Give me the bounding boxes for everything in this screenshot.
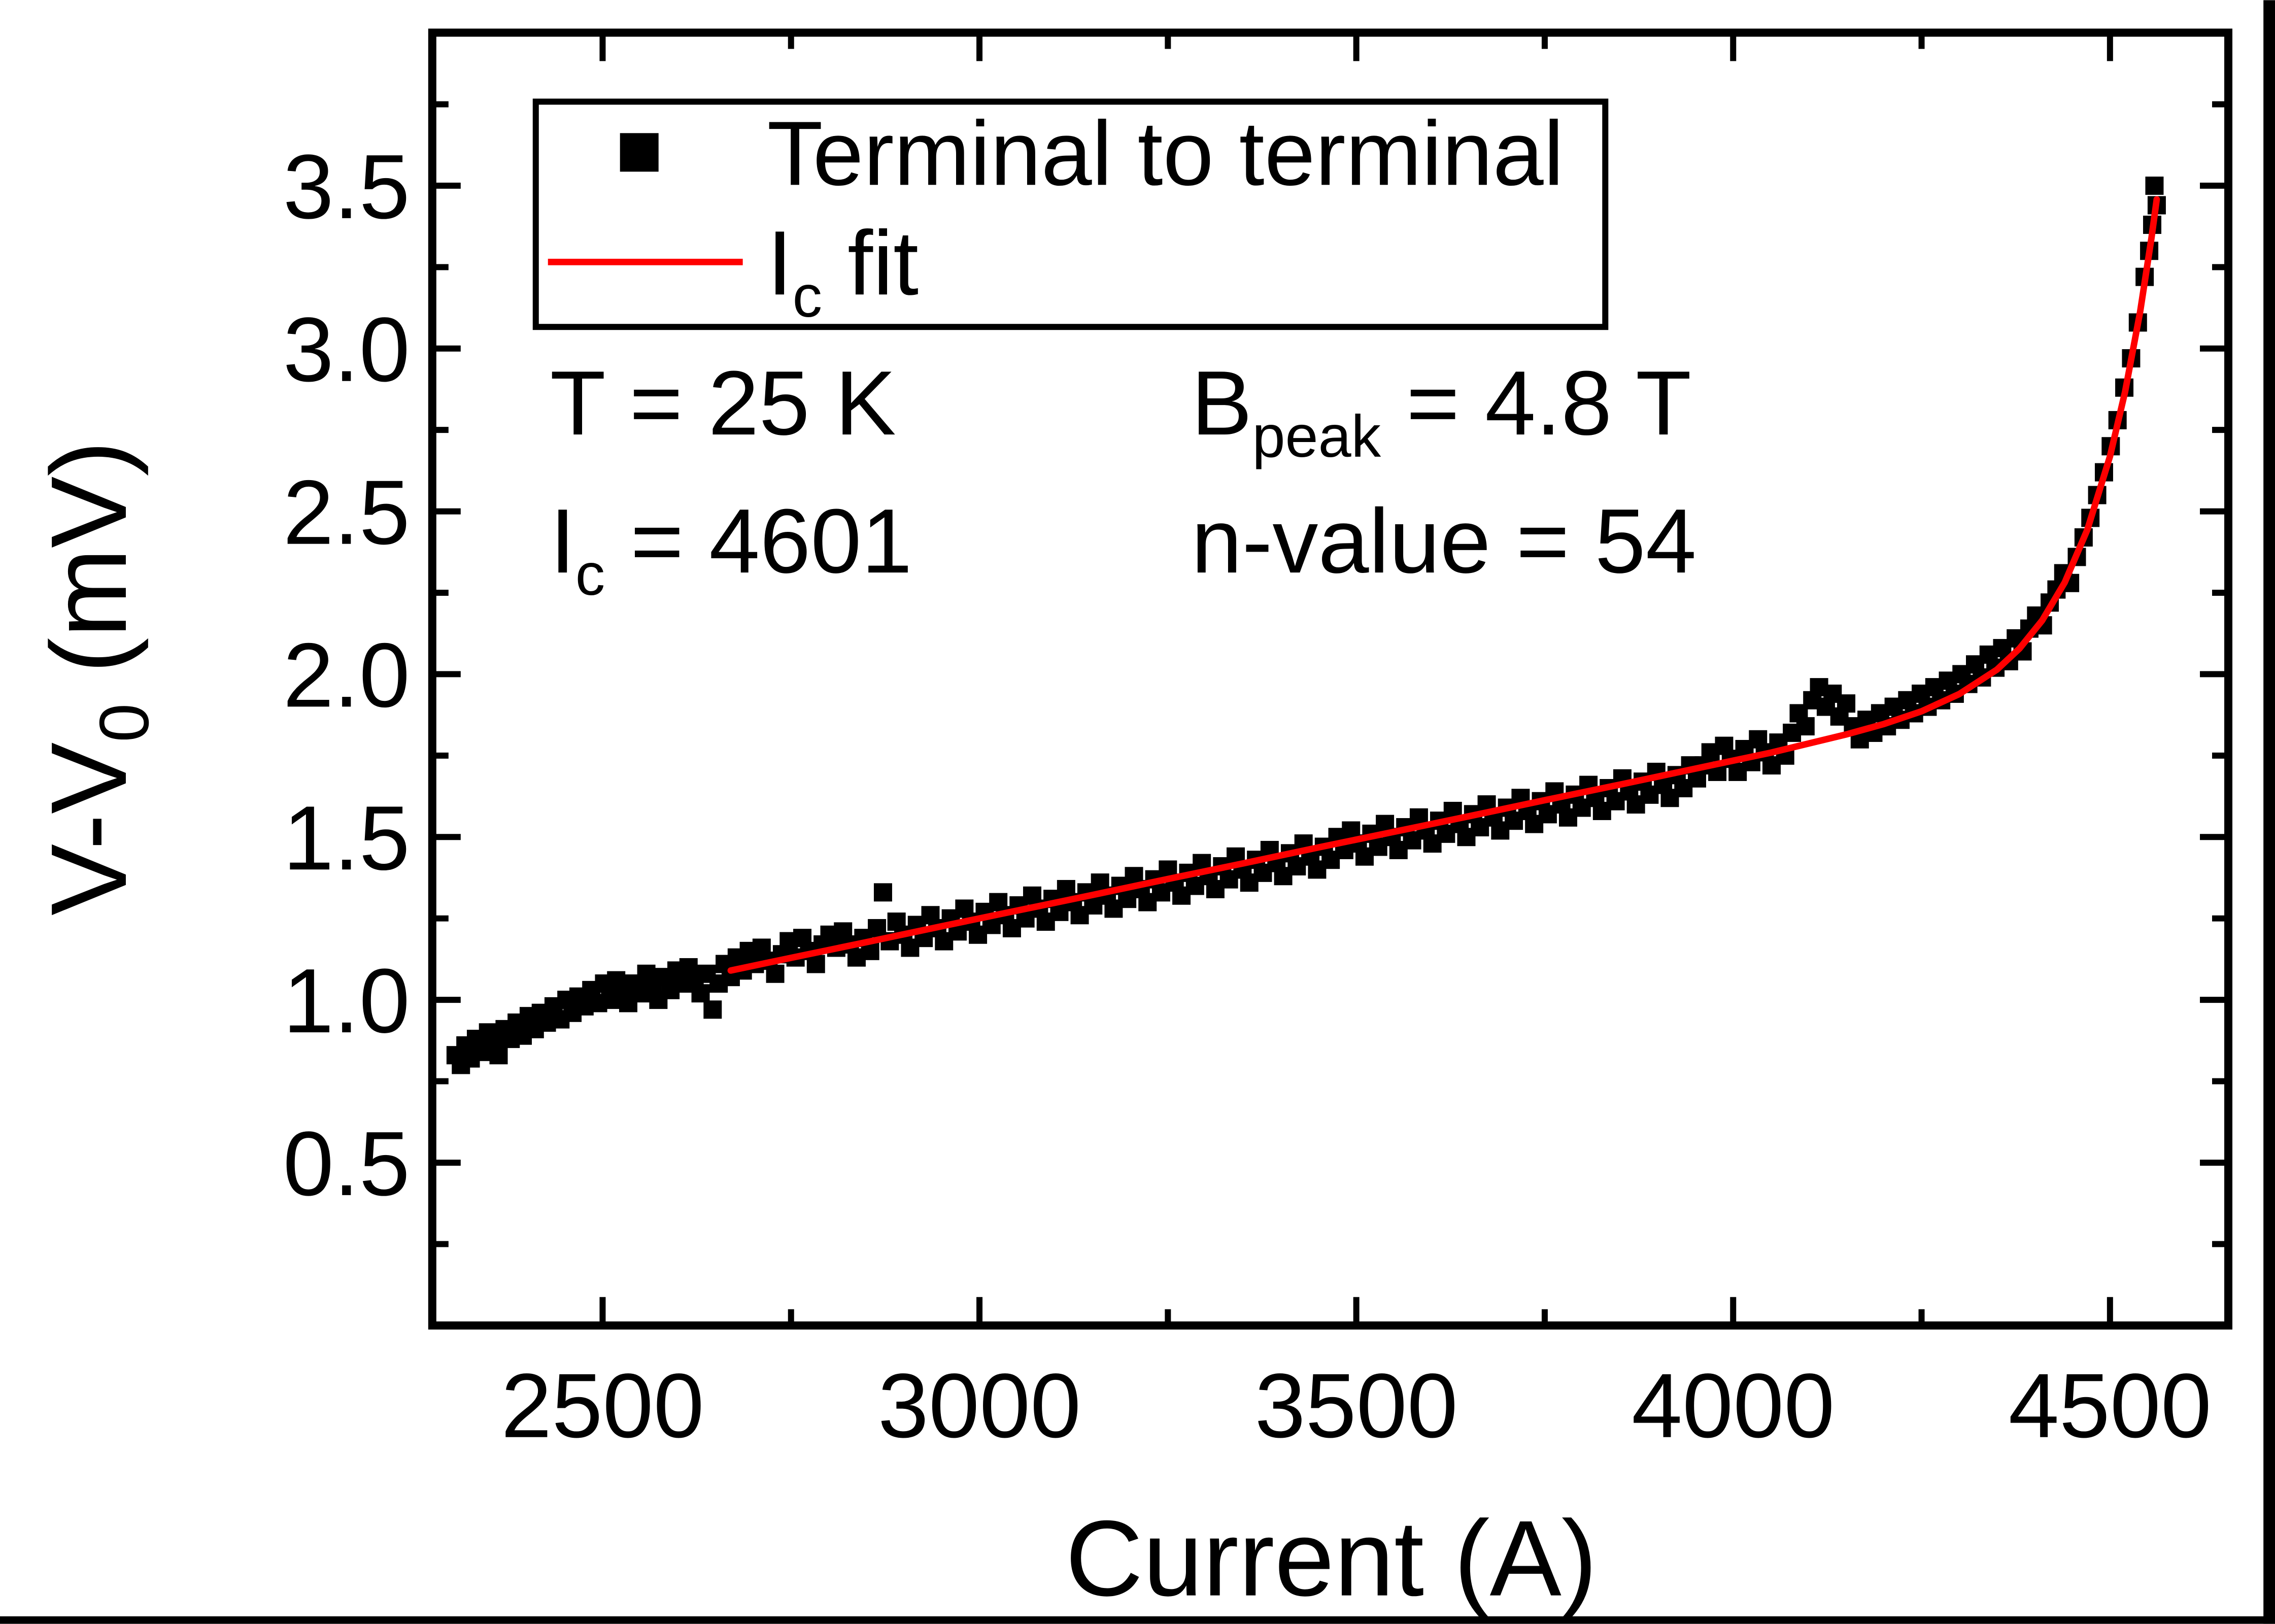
scatter-series [446,176,2166,1074]
data-point [2145,176,2164,195]
data-point [806,955,825,973]
y-tick-label: 2.5 [283,462,410,564]
y-tick-label: 0.5 [283,1113,410,1215]
x-tick-label: 4500 [2009,1355,2212,1457]
fit-line-series [727,196,2160,974]
y-tick-label: 3.5 [283,136,410,238]
data-point [1837,694,1856,713]
legend-marker-square [620,133,659,172]
legend-box [532,98,1609,330]
x-axis-label: Current (A) [1065,1498,1597,1618]
x-tick-label: 3000 [878,1355,1081,1457]
page-edge-bar-right [2263,0,2275,1624]
annotation-temperature: T = 25 K [550,352,896,454]
x-tick-label: 3500 [1255,1355,1458,1457]
x-tick-label: 4000 [1632,1355,1835,1457]
annotation-critical-current: Ic = 4601 [550,490,912,607]
data-point [691,984,710,1003]
legend-label-terminal: Terminal to terminal [767,103,1564,205]
legend-label-ic-fit: Ic fit [767,212,919,329]
page-edge-bar-bottom [0,1616,2275,1624]
annotation-peak-field: Bpeak = 4.8 T [1191,352,1691,469]
data-point [703,1000,722,1019]
fit-line [727,196,2160,974]
annotation-n-value: n-value = 54 [1191,490,1696,592]
x-tick-label: 2500 [501,1355,704,1457]
data-point [873,883,892,902]
y-tick-label: 3.0 [283,299,410,401]
y-tick-labels: 0.5 1.0 1.5 2.0 2.5 3.0 3.5 [283,136,410,1215]
data-point [489,1046,508,1065]
x-tick-labels: 2500 3000 3500 4000 4500 [501,1355,2212,1457]
legend: Terminal to terminal Ic fit [532,98,1609,330]
data-point [766,964,785,983]
plot-frame [428,28,2233,1330]
data-point [1796,717,1815,736]
y-axis-label: V-V0 (mV) [28,441,163,916]
y-tick-label: 1.0 [283,950,410,1052]
annotations: T = 25 K Bpeak = 4.8 T Ic = 4601 n-value… [550,352,1696,607]
y-tick-label: 2.0 [283,624,410,726]
y-tick-label: 1.5 [283,787,410,889]
